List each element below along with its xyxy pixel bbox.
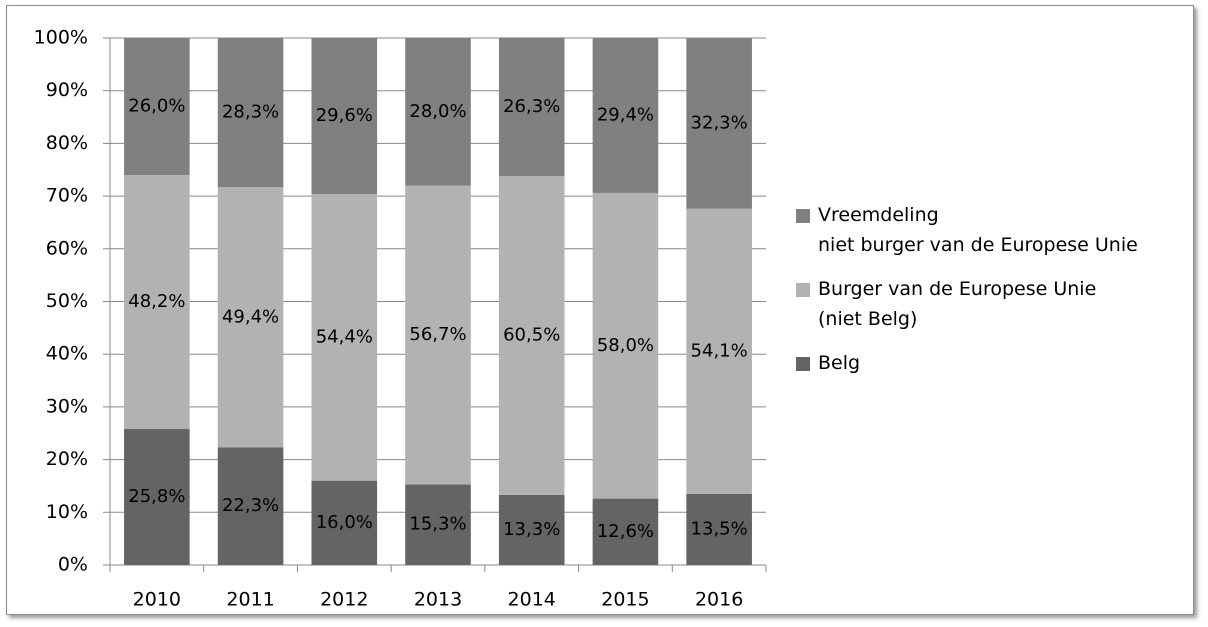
data-label: 49,4% xyxy=(222,306,279,327)
y-tick-label: 40% xyxy=(46,343,88,365)
bar-segment xyxy=(592,192,659,499)
data-label: 25,8% xyxy=(128,486,185,507)
y-tick-label: 80% xyxy=(46,132,88,154)
y-tick-label: 20% xyxy=(46,448,88,470)
x-tick-label: 2013 xyxy=(414,589,462,611)
data-label: 32,3% xyxy=(691,113,748,134)
bar-segment xyxy=(311,480,378,565)
data-label: 29,6% xyxy=(316,105,373,126)
y-tick-label: 0% xyxy=(58,554,88,576)
legend-label: Vreemdeling niet burger van de Europese … xyxy=(818,204,1138,256)
legend-swatch xyxy=(796,357,810,371)
legend-label: Burger van de Europese Unie (niet Belg) xyxy=(818,278,1097,330)
bar-segment xyxy=(124,38,190,176)
y-tick-label: 70% xyxy=(46,185,88,207)
bar-segment xyxy=(592,498,659,565)
bar-segment xyxy=(592,38,659,193)
y-tick-label: 90% xyxy=(46,79,88,101)
bar-segment xyxy=(405,185,471,485)
bar-segment xyxy=(686,493,752,565)
data-label: 16,0% xyxy=(316,512,373,533)
y-tick-label: 60% xyxy=(46,237,88,259)
bar-segment xyxy=(311,193,378,481)
bar-segment xyxy=(217,38,284,188)
bar-segment xyxy=(405,484,471,565)
bar-segment xyxy=(217,187,284,448)
legend-swatch xyxy=(796,209,810,223)
bar-segment xyxy=(686,38,752,209)
legend-label: Belg xyxy=(818,352,861,374)
bar-segment xyxy=(217,447,284,565)
data-label: 28,0% xyxy=(409,101,466,122)
legend-item: Vreemdeling niet burger van de Europese … xyxy=(796,200,1138,260)
bar-segment xyxy=(405,38,471,186)
legend-item: Burger van de Europese Unie (niet Belg) xyxy=(796,274,1138,334)
y-tick-label: 50% xyxy=(46,290,88,312)
data-label: 13,3% xyxy=(503,519,560,540)
legend-swatch xyxy=(796,283,810,297)
data-label: 29,4% xyxy=(597,104,654,125)
data-label: 56,7% xyxy=(409,324,466,345)
x-tick-label: 2015 xyxy=(601,589,649,611)
data-label: 22,3% xyxy=(222,495,279,516)
y-tick-label: 100% xyxy=(34,27,88,49)
x-tick-label: 2012 xyxy=(320,589,368,611)
y-tick-label: 30% xyxy=(46,395,88,417)
data-label: 26,0% xyxy=(128,96,185,117)
data-label: 13,5% xyxy=(691,518,748,539)
data-label: 12,6% xyxy=(597,521,654,542)
bar-segment xyxy=(124,429,190,565)
legend: Vreemdeling niet burger van de Europese … xyxy=(796,200,1138,392)
bar-segment xyxy=(498,37,565,177)
x-tick-label: 2016 xyxy=(695,589,743,611)
data-label: 54,4% xyxy=(316,326,373,347)
bar-segment xyxy=(124,175,190,430)
bar-segment xyxy=(686,208,752,494)
data-label: 26,3% xyxy=(503,96,560,117)
data-label: 15,3% xyxy=(409,514,466,535)
data-label: 54,1% xyxy=(691,340,748,361)
x-tick-label: 2011 xyxy=(226,589,274,611)
data-label: 48,2% xyxy=(128,291,185,312)
legend-item: Belg xyxy=(796,348,1138,378)
bar-segment xyxy=(498,176,565,495)
data-label: 28,3% xyxy=(222,102,279,123)
bar-segment xyxy=(498,494,565,565)
x-tick-label: 2014 xyxy=(508,589,556,611)
bar-segment xyxy=(311,38,378,194)
x-tick-label: 2010 xyxy=(133,589,181,611)
data-label: 58,0% xyxy=(597,335,654,356)
y-tick-label: 10% xyxy=(46,501,88,523)
data-label: 60,5% xyxy=(503,324,560,345)
